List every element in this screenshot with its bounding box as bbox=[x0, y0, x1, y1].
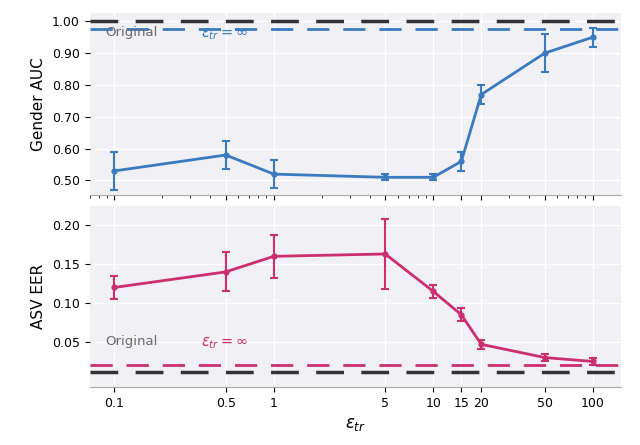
X-axis label: $\varepsilon_{tr}$: $\varepsilon_{tr}$ bbox=[345, 416, 365, 433]
Y-axis label: Gender AUC: Gender AUC bbox=[31, 57, 46, 151]
Text: $\varepsilon_{tr} = \infty$: $\varepsilon_{tr} = \infty$ bbox=[201, 26, 248, 42]
Text: Original: Original bbox=[106, 26, 158, 39]
Y-axis label: ASV EER: ASV EER bbox=[31, 264, 46, 329]
Text: Original: Original bbox=[106, 336, 158, 348]
Text: $\varepsilon_{tr} = \infty$: $\varepsilon_{tr} = \infty$ bbox=[201, 336, 248, 351]
